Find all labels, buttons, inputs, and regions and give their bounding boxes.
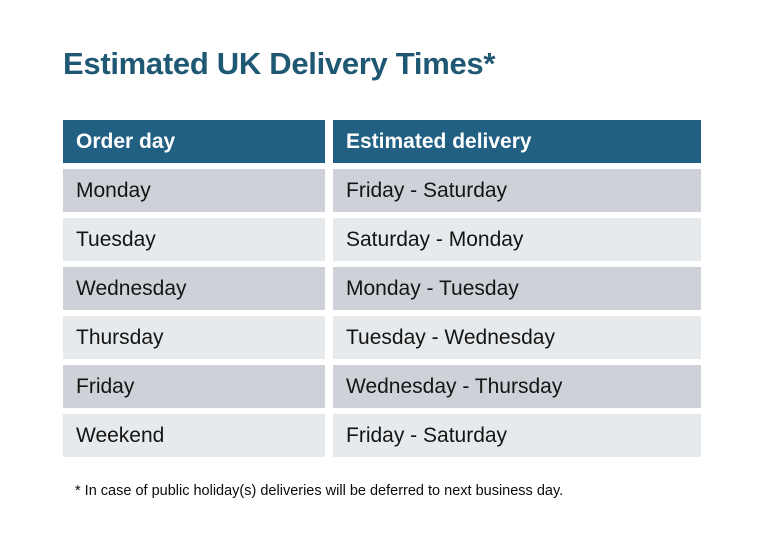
column-header-estimated-delivery: Estimated delivery bbox=[333, 120, 701, 163]
estimated-delivery-cell: Friday - Saturday bbox=[333, 414, 701, 457]
order-day-cell: Friday bbox=[63, 365, 325, 408]
order-day-cell: Wednesday bbox=[63, 267, 325, 310]
table-row-monday: Monday Friday - Saturday bbox=[63, 169, 701, 212]
table-row-thursday: Thursday Tuesday - Wednesday bbox=[63, 316, 701, 359]
column-header-order-day: Order day bbox=[63, 120, 325, 163]
order-day-cell: Monday bbox=[63, 169, 325, 212]
table-row-weekend: Weekend Friday - Saturday bbox=[63, 414, 701, 457]
estimated-delivery-cell: Wednesday - Thursday bbox=[333, 365, 701, 408]
footnote: * In case of public holiday(s) deliverie… bbox=[75, 483, 564, 499]
estimated-delivery-cell: Friday - Saturday bbox=[333, 169, 701, 212]
delivery-table: Order day Estimated delivery Monday Frid… bbox=[63, 120, 701, 457]
order-day-cell: Weekend bbox=[63, 414, 325, 457]
order-day-cell: Thursday bbox=[63, 316, 325, 359]
table-row-wednesday: Wednesday Monday - Tuesday bbox=[63, 267, 701, 310]
table-row-friday: Friday Wednesday - Thursday bbox=[63, 365, 701, 408]
order-day-cell: Tuesday bbox=[63, 218, 325, 261]
page-title: Estimated UK Delivery Times* bbox=[63, 46, 496, 81]
estimated-delivery-cell: Saturday - Monday bbox=[333, 218, 701, 261]
estimated-delivery-cell: Tuesday - Wednesday bbox=[333, 316, 701, 359]
table-row-tuesday: Tuesday Saturday - Monday bbox=[63, 218, 701, 261]
table-header-row: Order day Estimated delivery bbox=[63, 120, 701, 163]
estimated-delivery-cell: Monday - Tuesday bbox=[333, 267, 701, 310]
